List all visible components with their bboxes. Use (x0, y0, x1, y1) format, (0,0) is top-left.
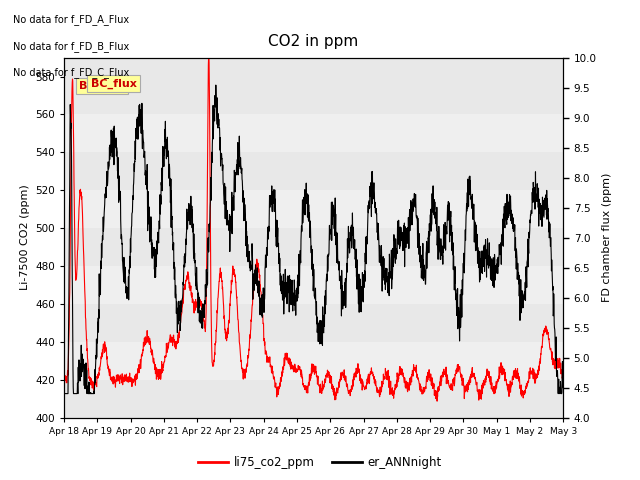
Bar (64, 342, 563, 380)
Text: No data for f_FD_B_Flux: No data for f_FD_B_Flux (13, 41, 129, 52)
Y-axis label: FD chamber flux (ppm): FD chamber flux (ppm) (602, 173, 612, 302)
Legend: li75_co2_ppm, er_ANNnight: li75_co2_ppm, er_ANNnight (193, 452, 447, 474)
Bar (64, 190, 563, 228)
Bar (64, 114, 563, 152)
Text: BC_flux: BC_flux (79, 81, 125, 91)
Y-axis label: Li-7500 CO2 (ppm): Li-7500 CO2 (ppm) (20, 185, 29, 290)
Text: BC_flux: BC_flux (91, 78, 136, 89)
Text: No data for f_FD_C_Flux: No data for f_FD_C_Flux (13, 67, 129, 78)
Bar (64, 266, 563, 304)
Title: CO2 in ppm: CO2 in ppm (268, 35, 359, 49)
Text: No data for f_FD_A_Flux: No data for f_FD_A_Flux (13, 14, 129, 25)
